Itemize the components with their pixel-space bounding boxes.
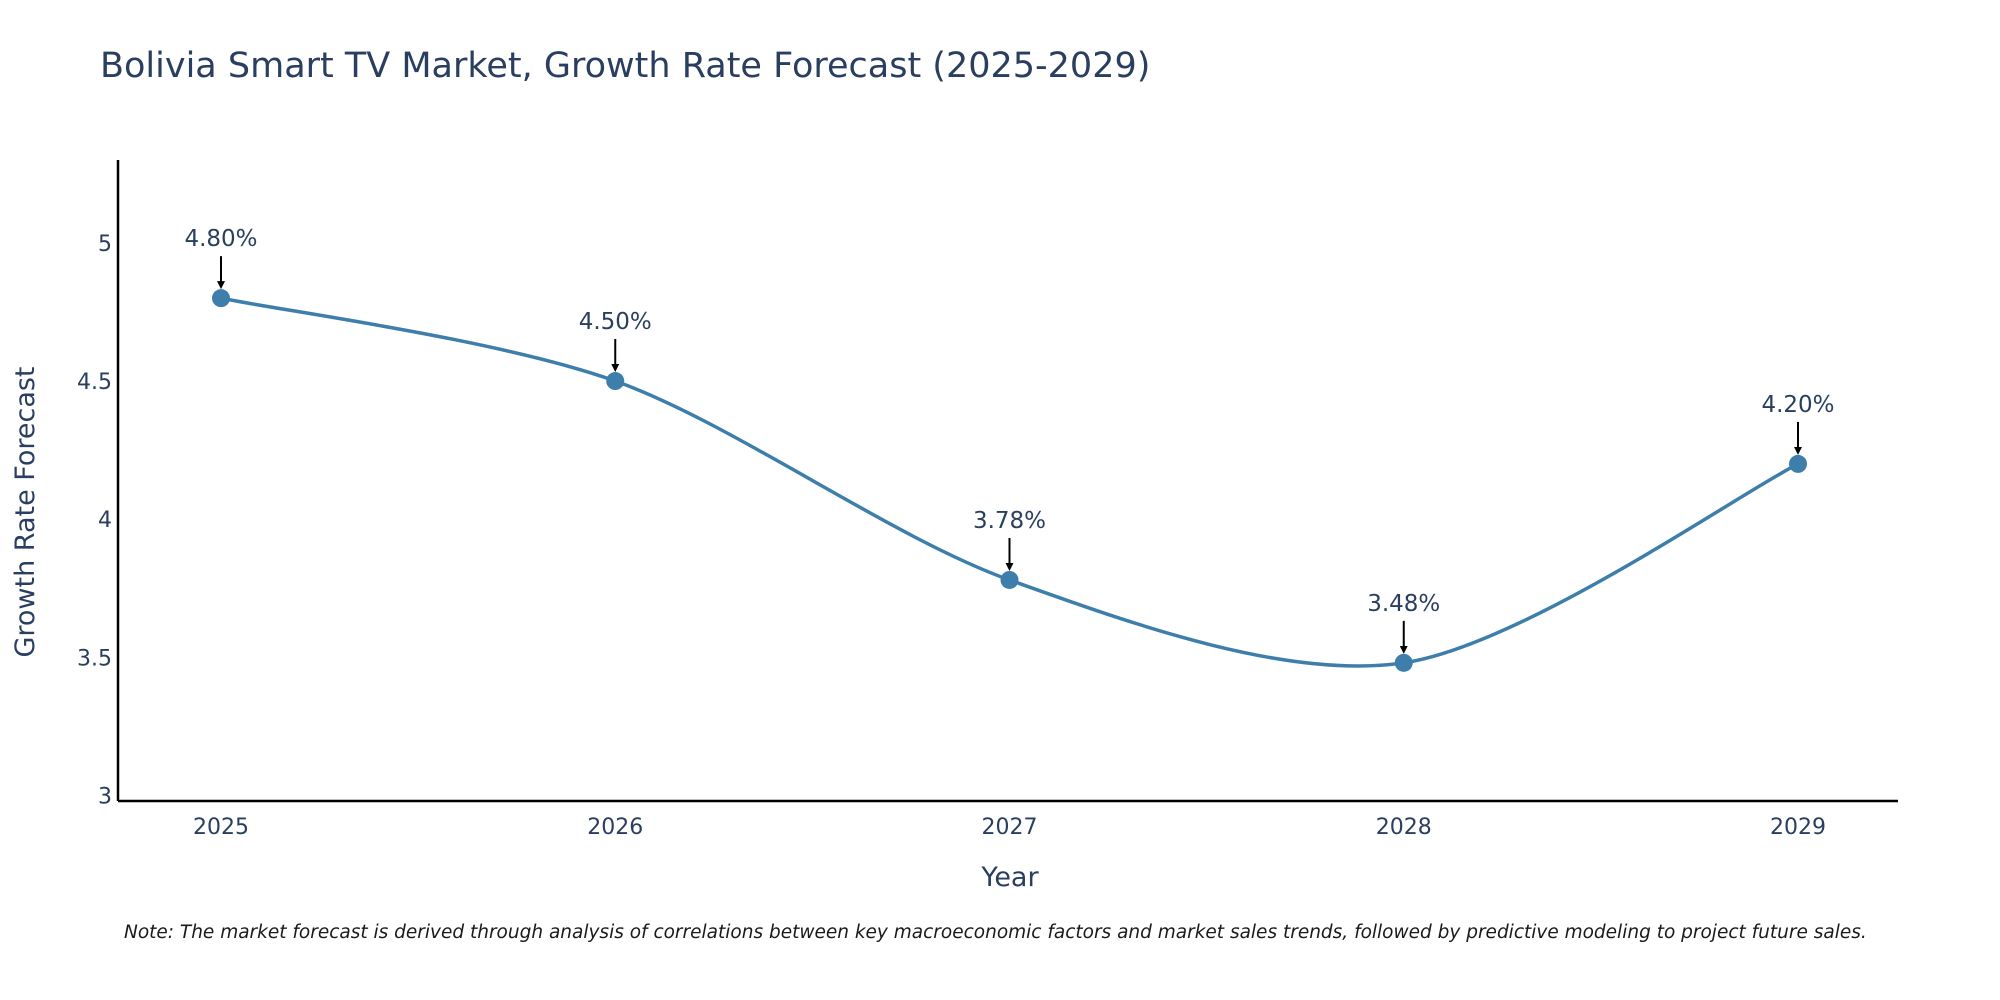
data-label: 3.78% (973, 508, 1046, 534)
data-point[interactable] (1789, 454, 1807, 473)
x-tick-label: 2027 (982, 815, 1038, 840)
y-axis-title: Growth Rate Forecast (10, 366, 41, 657)
footnote: Note: The market forecast is derived thr… (124, 922, 1867, 943)
data-point[interactable] (606, 372, 625, 391)
y-tick-label: 5 (98, 232, 112, 257)
x-tick-label: 2029 (1770, 815, 1826, 840)
chart-title: Bolivia Smart TV Market, Growth Rate For… (100, 46, 1151, 86)
y-tick-label: 3 (98, 784, 112, 809)
data-point[interactable] (212, 289, 230, 308)
axes: 3 3.5 4 4.5 5 2025 2026 2027 2028 2029 (77, 160, 1898, 840)
data-label: 4.80% (184, 226, 257, 252)
x-tick-label: 2026 (587, 815, 643, 840)
data-labels: 4.80% 4.50% 3.78% 3.48% 4.20% (184, 226, 1835, 654)
y-tick-label: 4 (98, 508, 112, 533)
series-line (220, 296, 1799, 668)
data-point[interactable] (1000, 570, 1019, 589)
data-label: 3.48% (1367, 591, 1440, 617)
data-label: 4.50% (579, 309, 652, 335)
x-tick-label: 2025 (193, 815, 249, 840)
x-axis-title: Year (980, 862, 1039, 893)
data-label: 4.20% (1761, 392, 1834, 418)
y-tick-label: 4.5 (77, 370, 112, 395)
x-tick-label: 2028 (1376, 815, 1432, 840)
data-point[interactable] (1394, 653, 1413, 672)
series-growth-rate (212, 289, 1807, 672)
line-chart: 3 3.5 4 4.5 5 2025 2026 2027 2028 2029 4.80% 4.50%… (10, 160, 1898, 893)
y-tick-label: 3.5 (77, 646, 112, 671)
